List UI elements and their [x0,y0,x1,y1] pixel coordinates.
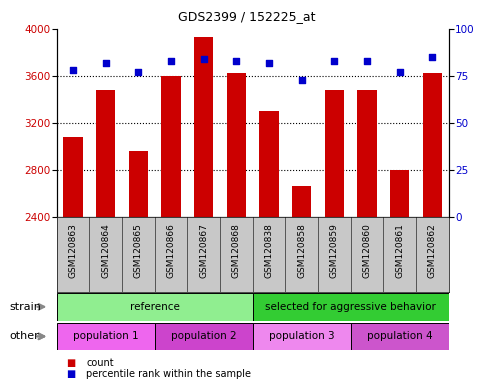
Text: GSM120862: GSM120862 [428,223,437,278]
Text: GSM120838: GSM120838 [264,223,274,278]
Bar [57,323,155,350]
Bar [351,323,449,350]
Text: population 4: population 4 [367,331,432,341]
Text: GSM120865: GSM120865 [134,223,143,278]
Bar [390,170,409,384]
Point [428,54,436,60]
Bar [423,73,442,384]
Text: ■: ■ [67,358,76,368]
Text: percentile rank within the sample: percentile rank within the sample [86,369,251,379]
Point [265,60,273,66]
Bar [357,90,377,384]
Text: count: count [86,358,114,368]
Bar [252,323,351,350]
Bar [252,293,449,321]
Bar [96,90,115,384]
Point [167,58,175,64]
Text: strain: strain [10,302,42,312]
Text: selected for aggressive behavior: selected for aggressive behavior [265,302,436,312]
Text: population 3: population 3 [269,331,334,341]
Bar [155,323,252,350]
Text: reference: reference [130,302,179,312]
Text: GSM120859: GSM120859 [330,223,339,278]
Text: GSM120867: GSM120867 [199,223,208,278]
Point [396,69,404,75]
Point [200,56,208,62]
Point [330,58,338,64]
Text: population 2: population 2 [171,331,237,341]
Text: GSM120861: GSM120861 [395,223,404,278]
Text: GSM120864: GSM120864 [101,223,110,278]
Bar [57,293,252,321]
Point [102,60,109,66]
Bar [259,111,279,384]
Point [135,69,142,75]
Text: GSM120868: GSM120868 [232,223,241,278]
Bar [194,37,213,384]
Text: population 1: population 1 [73,331,139,341]
Text: GSM120858: GSM120858 [297,223,306,278]
Bar [161,76,181,384]
Bar [324,90,344,384]
Point [232,58,240,64]
Text: ■: ■ [67,369,76,379]
Text: GDS2399 / 152225_at: GDS2399 / 152225_at [178,10,315,23]
Text: GSM120863: GSM120863 [69,223,77,278]
Bar [292,186,312,384]
Text: GSM120866: GSM120866 [167,223,176,278]
Bar [226,73,246,384]
Point [298,76,306,83]
Point [363,58,371,64]
Point [69,67,77,73]
Bar [129,151,148,384]
Text: GSM120860: GSM120860 [362,223,372,278]
Bar [63,137,83,384]
Text: other: other [10,331,39,341]
